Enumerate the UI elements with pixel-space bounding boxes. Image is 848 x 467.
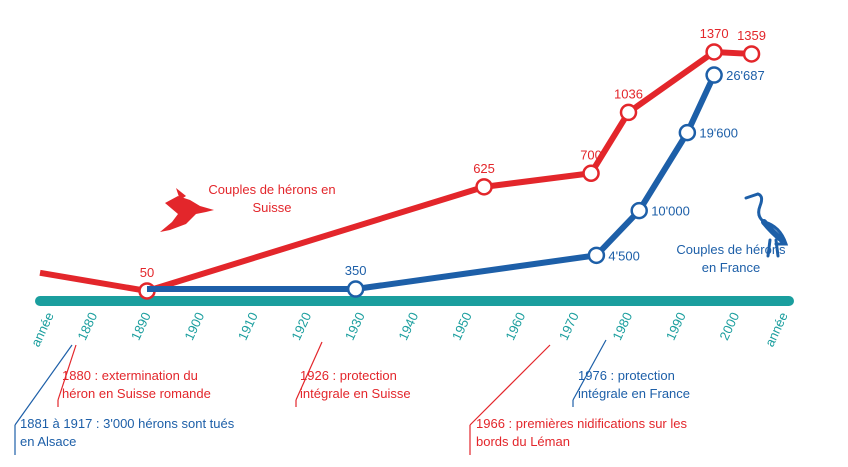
x-tick-label: 1990 (663, 310, 689, 343)
annotation-pointer (469, 344, 551, 426)
annotation-pointer (572, 339, 607, 401)
x-axis-label: année (28, 310, 57, 349)
x-tick-label: 1920 (288, 310, 314, 343)
data-point (587, 246, 606, 265)
x-tick-label: 1980 (609, 310, 635, 343)
data-point (619, 103, 638, 122)
x-tick-label: 1900 (181, 310, 207, 343)
x-tick-label: 1890 (128, 310, 154, 343)
legend-entry: Couples de hérons en Suisse (208, 182, 336, 215)
annotation: 1880 : extermination du héron en Suisse … (62, 368, 211, 401)
data-point (742, 45, 761, 63)
annotation-pointer (14, 344, 73, 426)
data-point (630, 201, 648, 220)
annotation-pointer (57, 344, 77, 401)
x-tick-label: 1940 (395, 310, 421, 343)
data-point (582, 164, 600, 183)
data-point (705, 66, 723, 84)
data-label: 26'687 (726, 68, 765, 83)
data-label: 50 (140, 265, 154, 280)
data-label: 19'600 (699, 126, 738, 141)
x-tick-label: 1930 (342, 310, 368, 343)
annotation: 1966 : premières nidifications sur les b… (476, 416, 687, 449)
legend-entry: Couples de hérons en France (676, 242, 786, 275)
data-label: 350 (345, 263, 367, 278)
data-label: 1370 (700, 26, 729, 41)
annotation: 1926 : protection intégrale en Suisse (300, 368, 411, 401)
x-tick-label: 1960 (502, 310, 528, 343)
annotation: 1976 : protection intégrale en France (578, 368, 691, 401)
x-tick-label: 1970 (556, 310, 582, 343)
data-label: 1359 (737, 28, 766, 43)
data-point (705, 43, 723, 61)
annotation: 1881 à 1917 : 3'000 hérons sont tués en … (20, 416, 235, 449)
heron-icon-france (744, 192, 789, 258)
heron-icon-suisse (160, 188, 214, 232)
data-point (346, 280, 365, 298)
series-line (147, 73, 717, 293)
annotation-pointer (295, 341, 323, 401)
data-point (475, 178, 493, 196)
data-label: 625 (473, 161, 495, 176)
data-label: 4'500 (608, 248, 639, 263)
data-label: 1036 (614, 86, 643, 101)
x-axis-label: année (762, 310, 791, 349)
data-point (678, 123, 697, 142)
data-label: 10'000 (651, 204, 690, 219)
x-tick-label: 1880 (74, 310, 100, 343)
x-tick-label: 2000 (716, 310, 742, 343)
series-line (39, 48, 752, 294)
x-tick-label: 1910 (235, 310, 261, 343)
x-tick-label: 1950 (449, 310, 475, 343)
data-label: 700 (580, 147, 602, 162)
